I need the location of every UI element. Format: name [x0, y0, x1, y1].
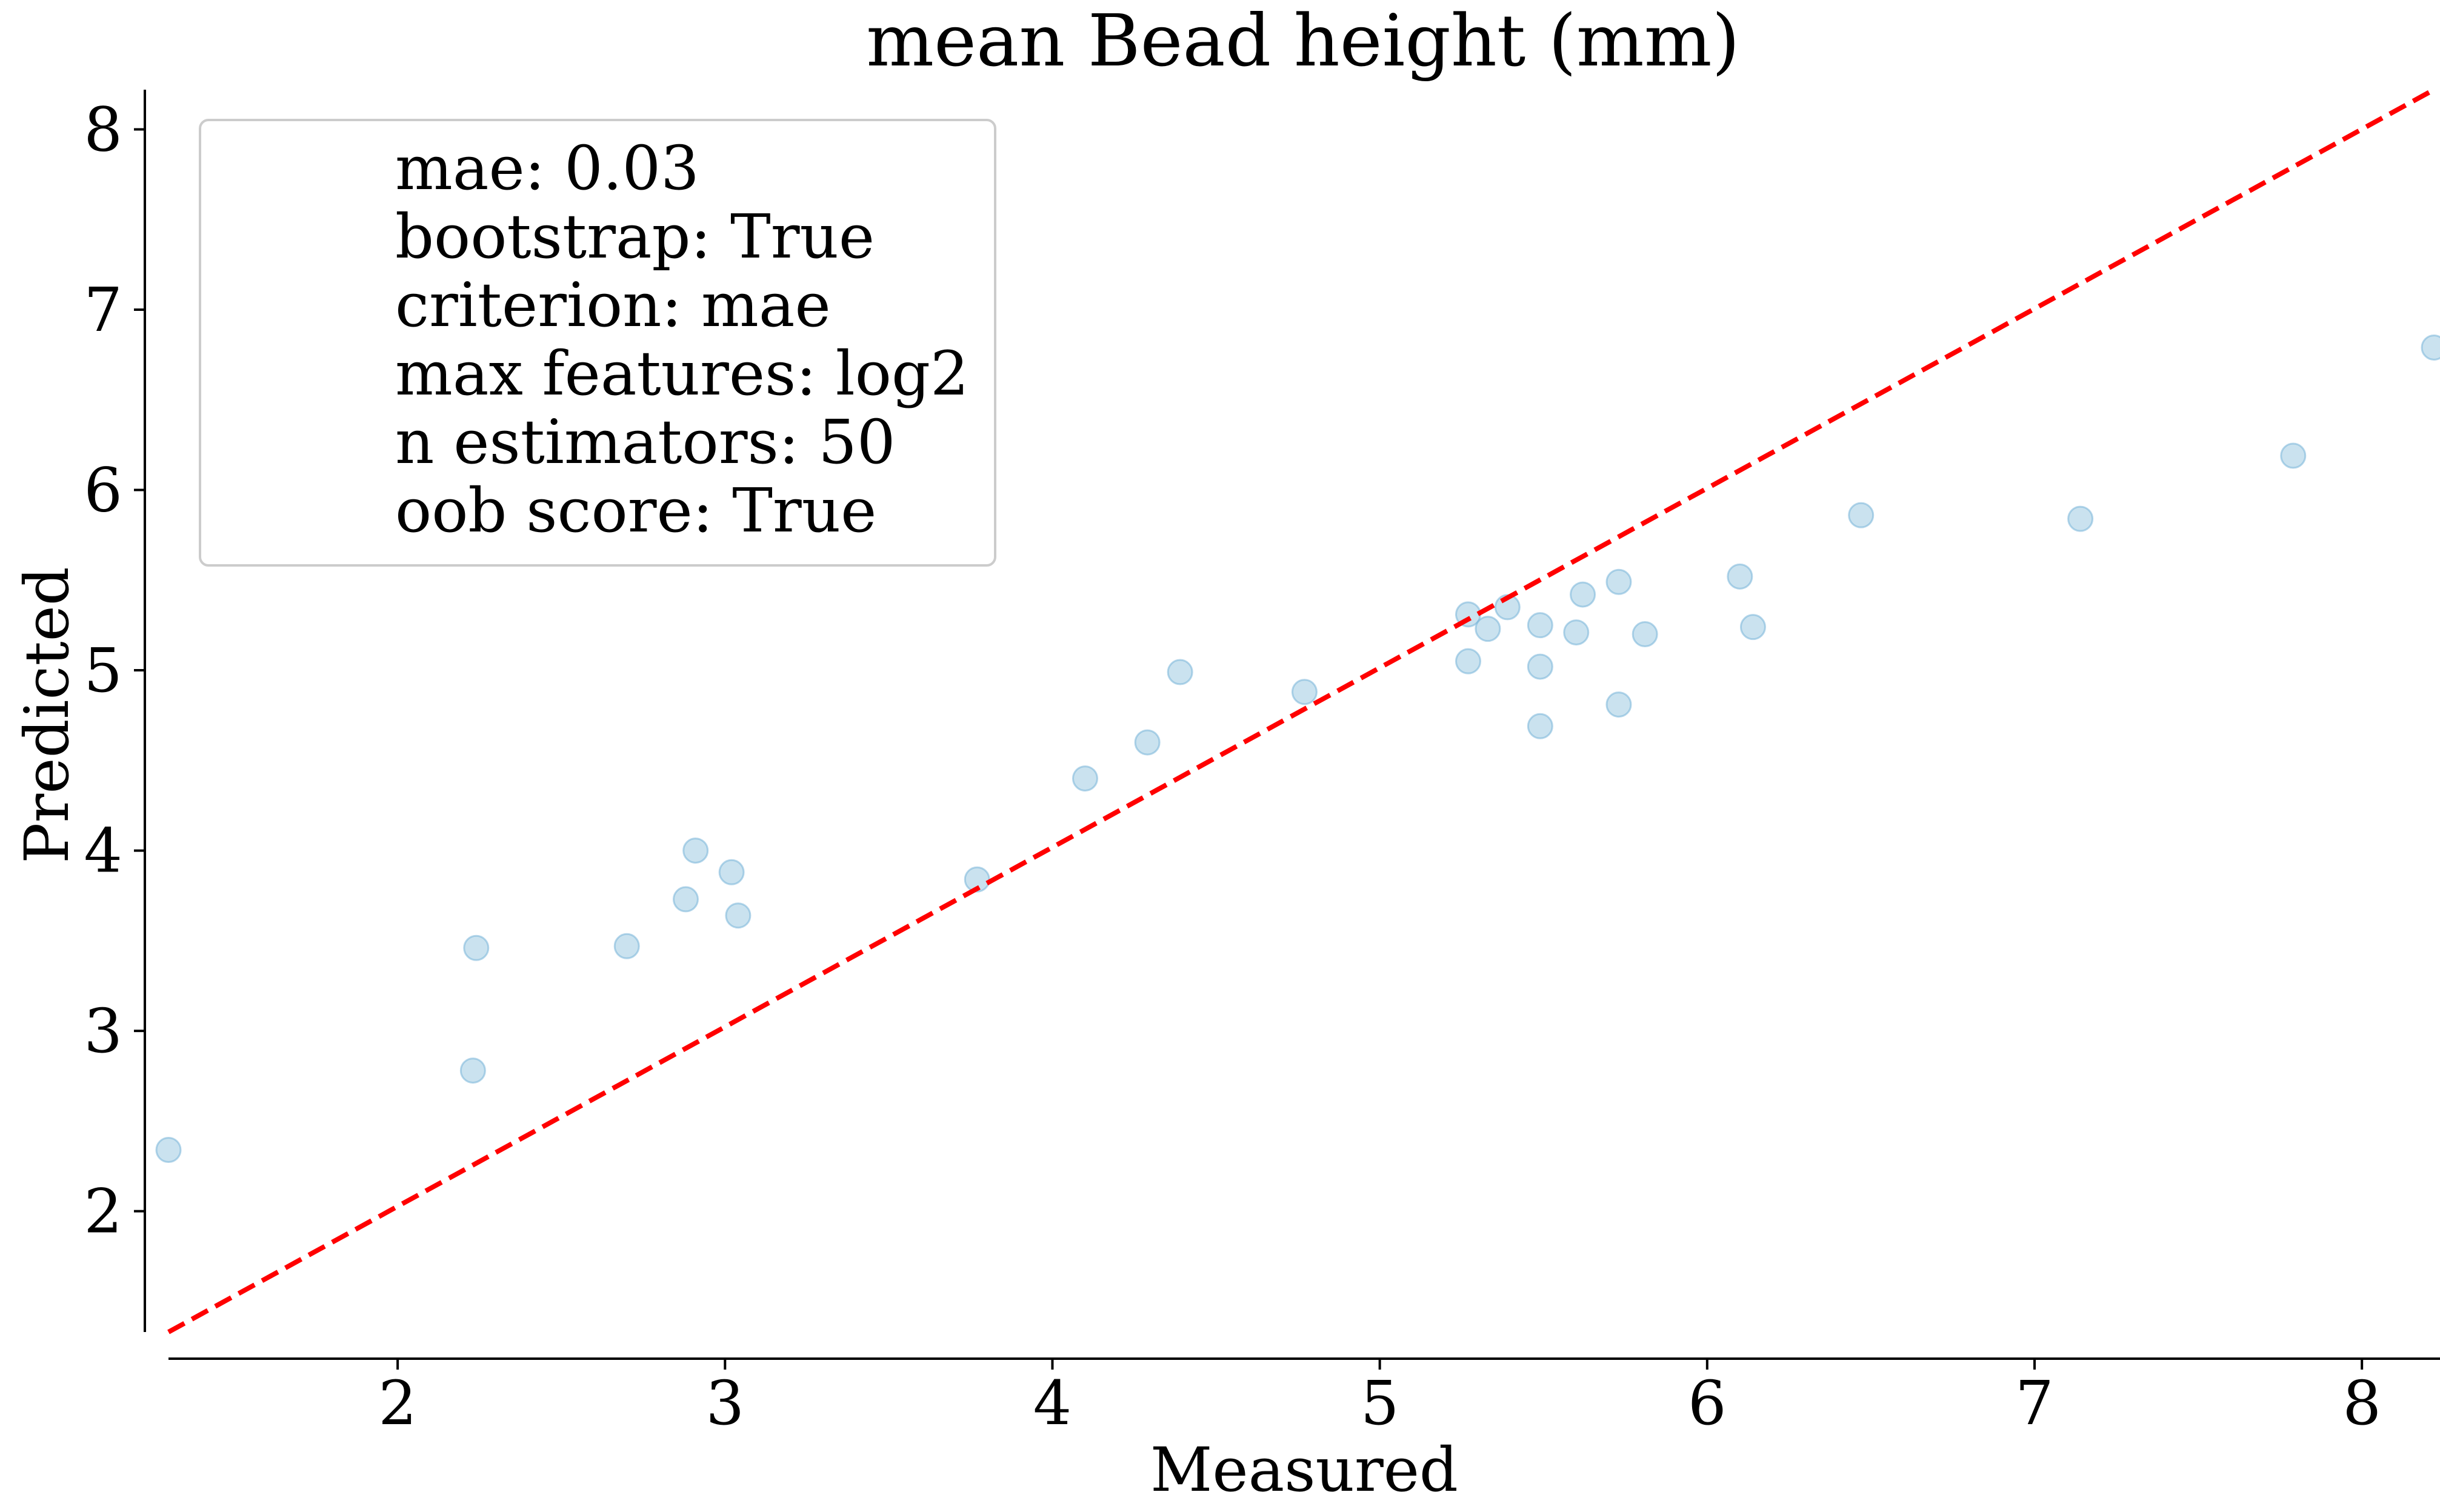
data-point [1527, 653, 1553, 680]
data-point [1727, 563, 1753, 590]
y-tick-label: 5 [84, 635, 122, 706]
data-point [1134, 729, 1161, 756]
data-point [1605, 568, 1632, 595]
legend-entry: bootstrap: True [395, 201, 875, 272]
data-point [1475, 616, 1501, 642]
y-tick-label: 7 [84, 275, 122, 345]
x-tick-label: 5 [1361, 1368, 1399, 1439]
data-point [463, 934, 490, 961]
y-axis-label: Predicted [12, 567, 82, 864]
legend-entry: max features: log2 [395, 338, 969, 409]
data-point [2067, 505, 2094, 532]
data-point [1632, 621, 1658, 648]
x-tick-label: 8 [2342, 1368, 2381, 1439]
x-tick-label: 4 [1033, 1368, 1072, 1439]
data-point [1291, 679, 1318, 705]
y-tick-label: 2 [84, 1176, 122, 1247]
data-point [613, 933, 640, 959]
x-tick-label: 3 [705, 1368, 744, 1439]
data-point [718, 859, 745, 885]
x-tick-label: 2 [378, 1368, 417, 1439]
y-tick-label: 3 [84, 996, 122, 1067]
y-axis-ticks: 2 3 4 5 6 7 8 [84, 94, 145, 1247]
data-point [1167, 659, 1193, 685]
data-points [155, 334, 2440, 1163]
legend-box: mae: 0.03 bootstrap: True criterion: mae… [199, 119, 996, 567]
legend-entry: criterion: mae [395, 270, 831, 341]
data-point [1570, 581, 1596, 608]
data-point [672, 886, 699, 913]
data-point [682, 838, 709, 864]
data-point [1563, 619, 1590, 646]
data-point [1072, 765, 1098, 792]
data-point [1605, 691, 1632, 718]
data-point [2280, 442, 2307, 469]
x-tick-label: 7 [2015, 1368, 2054, 1439]
data-point [1739, 614, 1766, 641]
y-tick-label: 4 [84, 816, 122, 887]
legend-entry: n estimators: 50 [395, 407, 896, 478]
x-axis-ticks: 2 3 4 5 6 7 8 [378, 1359, 2381, 1439]
data-point [1527, 713, 1553, 739]
y-tick-label: 6 [84, 455, 122, 526]
data-point [725, 902, 752, 929]
data-point [1527, 612, 1553, 639]
legend-frame [199, 119, 996, 567]
x-axis-label: Measured [1150, 1434, 1458, 1505]
chart-title: mean Bead height (mm) [866, 0, 1739, 82]
data-point [459, 1057, 486, 1084]
y-tick-label: 8 [84, 94, 122, 165]
data-point [1455, 648, 1481, 674]
legend-entry: mae: 0.03 [395, 133, 699, 204]
data-point [1848, 502, 1875, 528]
identity-reference-line [167, 87, 2435, 1334]
x-tick-label: 6 [1688, 1368, 1727, 1439]
data-point [155, 1136, 182, 1163]
legend-entry: oob score: True [395, 475, 876, 546]
data-point [2421, 334, 2440, 361]
